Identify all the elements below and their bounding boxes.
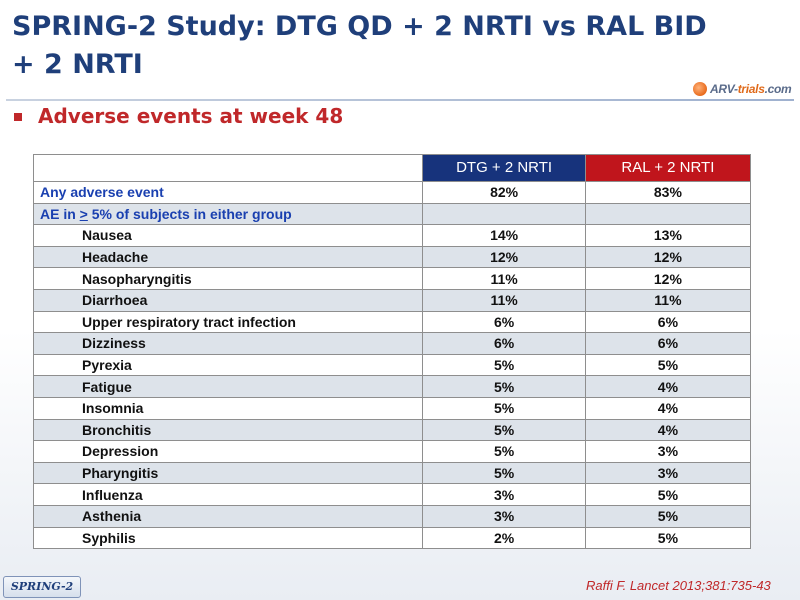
ral-value: 12% bbox=[584, 267, 752, 290]
dtg-value: 5% bbox=[422, 396, 586, 420]
event-name: Dizziness bbox=[32, 332, 424, 355]
table-row: Asthenia 3% 5% bbox=[32, 504, 752, 528]
any-ae-ral: 83% bbox=[584, 181, 752, 204]
table-row: Influenza 3% 5% bbox=[32, 483, 752, 506]
any-ae-label: Any adverse event bbox=[32, 181, 424, 204]
adverse-events-table: DTG + 2 NRTI RAL + 2 NRTI Any adverse ev… bbox=[32, 154, 752, 550]
dtg-value: 3% bbox=[422, 483, 586, 506]
dtg-value: 5% bbox=[422, 461, 586, 485]
dtg-value: 5% bbox=[422, 375, 586, 398]
ral-value: 6% bbox=[584, 310, 752, 334]
event-name: Depression bbox=[32, 440, 424, 463]
table-row: Nausea 14% 13% bbox=[32, 224, 752, 247]
table-row: Syphilis 2% 5% bbox=[32, 526, 752, 550]
ae-group-label-gt: > bbox=[79, 205, 88, 222]
subtitle-bullet: Adverse events at week 48 bbox=[14, 104, 343, 128]
ae-group-label: AE in > 5% of subjects in either group bbox=[32, 202, 424, 226]
ae-group-label-pre: AE in bbox=[40, 205, 80, 222]
ae-group-row: AE in > 5% of subjects in either group bbox=[32, 202, 752, 226]
ral-value: 5% bbox=[584, 353, 752, 377]
dtg-value: 11% bbox=[422, 288, 586, 312]
dtg-value: 2% bbox=[422, 526, 586, 550]
logo-swirl-icon bbox=[693, 82, 707, 96]
event-name: Asthenia bbox=[32, 504, 424, 528]
ral-value: 11% bbox=[584, 288, 752, 312]
ral-value: 3% bbox=[584, 461, 752, 485]
ral-value: 4% bbox=[584, 375, 752, 398]
header-dtg: DTG + 2 NRTI bbox=[422, 154, 586, 182]
table-row: Bronchitis 5% 4% bbox=[32, 418, 752, 442]
ral-value: 12% bbox=[584, 245, 752, 269]
ral-value: 3% bbox=[584, 440, 752, 463]
event-name: Headache bbox=[32, 245, 424, 269]
logo-text-c: .com bbox=[764, 82, 792, 96]
table-header-row: DTG + 2 NRTI RAL + 2 NRTI bbox=[32, 154, 752, 182]
table-row: Nasopharyngitis 11% 12% bbox=[32, 267, 752, 290]
event-name: Nasopharyngitis bbox=[32, 267, 424, 290]
dtg-value: 6% bbox=[422, 310, 586, 334]
title-line-2: + 2 NRTI bbox=[12, 49, 143, 80]
table-row: Headache 12% 12% bbox=[32, 245, 752, 269]
event-name: Diarrhoea bbox=[32, 288, 424, 312]
any-ae-row: Any adverse event 82% 83% bbox=[32, 181, 752, 204]
dtg-value: 11% bbox=[422, 267, 586, 290]
event-name: Insomnia bbox=[32, 396, 424, 420]
citation: Raffi F. Lancet 2013;381:735-43 bbox=[586, 578, 771, 593]
table-row: Insomnia 5% 4% bbox=[32, 396, 752, 420]
event-name: Syphilis bbox=[32, 526, 424, 550]
table-row: Upper respiratory tract infection 6% 6% bbox=[32, 310, 752, 334]
ae-group-dtg bbox=[422, 202, 586, 226]
dtg-value: 12% bbox=[422, 245, 586, 269]
ral-value: 13% bbox=[584, 224, 752, 247]
table-row: Pharyngitis 5% 3% bbox=[32, 461, 752, 485]
title-line-1: SPRING-2 Study: DTG QD + 2 NRTI vs RAL B… bbox=[12, 11, 707, 42]
table-row: Fatigue 5% 4% bbox=[32, 375, 752, 398]
logo-text-b: trials bbox=[737, 82, 765, 96]
ae-group-ral bbox=[584, 202, 752, 226]
slide-title: SPRING-2 Study: DTG QD + 2 NRTI vs RAL B… bbox=[12, 8, 712, 84]
dtg-value: 5% bbox=[422, 353, 586, 377]
title-divider bbox=[6, 99, 794, 101]
event-name: Fatigue bbox=[32, 375, 424, 398]
ral-value: 5% bbox=[584, 483, 752, 506]
ral-value: 4% bbox=[584, 396, 752, 420]
study-tag: SPRING-2 bbox=[3, 576, 81, 598]
dtg-value: 14% bbox=[422, 224, 586, 247]
any-ae-dtg: 82% bbox=[422, 181, 586, 204]
dtg-value: 5% bbox=[422, 418, 586, 442]
dtg-value: 5% bbox=[422, 440, 586, 463]
event-name: Nausea bbox=[32, 224, 424, 247]
event-name: Influenza bbox=[32, 483, 424, 506]
header-ral: RAL + 2 NRTI bbox=[584, 154, 752, 182]
event-name: Bronchitis bbox=[32, 418, 424, 442]
logo-text: ARV-trials.com bbox=[710, 82, 792, 96]
table-row: Dizziness 6% 6% bbox=[32, 332, 752, 355]
event-name: Pyrexia bbox=[32, 353, 424, 377]
header-empty-cell bbox=[32, 154, 424, 182]
event-name: Upper respiratory tract infection bbox=[32, 310, 424, 334]
arv-trials-logo: ARV-trials.com bbox=[693, 78, 792, 100]
square-bullet-icon bbox=[14, 113, 22, 121]
dtg-value: 6% bbox=[422, 332, 586, 355]
ral-value: 4% bbox=[584, 418, 752, 442]
table-row: Diarrhoea 11% 11% bbox=[32, 288, 752, 312]
dtg-value: 3% bbox=[422, 504, 586, 528]
ae-group-label-post: 5% of subjects in either group bbox=[87, 205, 292, 222]
logo-text-a: ARV- bbox=[710, 82, 738, 96]
table-row: Pyrexia 5% 5% bbox=[32, 353, 752, 377]
ral-value: 6% bbox=[584, 332, 752, 355]
ral-value: 5% bbox=[584, 526, 752, 550]
event-name: Pharyngitis bbox=[32, 461, 424, 485]
slide-subtitle: Adverse events at week 48 bbox=[38, 104, 344, 128]
table-row: Depression 5% 3% bbox=[32, 440, 752, 463]
ral-value: 5% bbox=[584, 504, 752, 528]
